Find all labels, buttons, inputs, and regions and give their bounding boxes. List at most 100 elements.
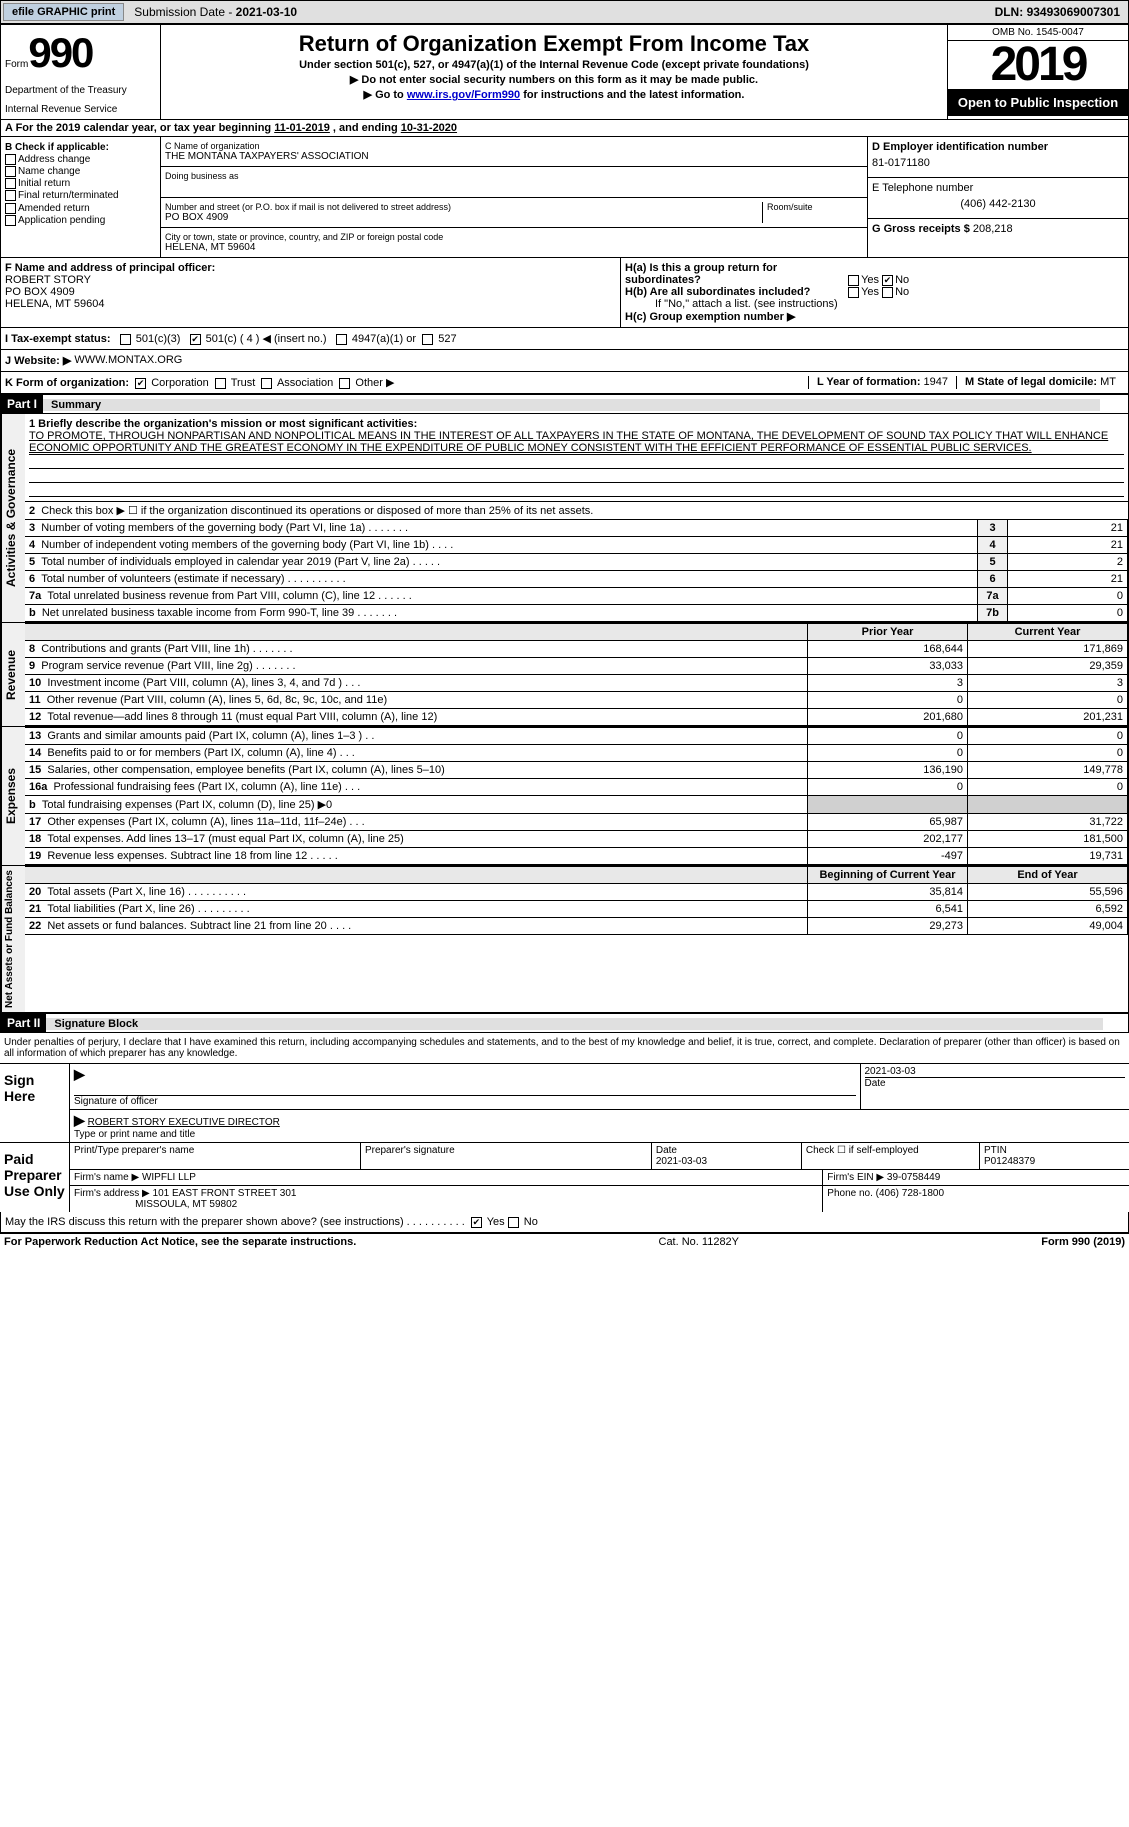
revenue-table: Prior YearCurrent Year8 Contributions an… [25, 623, 1128, 726]
cb-discuss-yes[interactable] [471, 1217, 482, 1228]
arrow-icon-2: ▶ [74, 1112, 85, 1128]
side-expenses: Expenses [1, 727, 25, 865]
cb-ha-yes[interactable] [848, 275, 859, 286]
city-label: City or town, state or province, country… [165, 232, 863, 242]
cb-discuss-no[interactable] [508, 1217, 519, 1228]
f-label: F Name and address of principal officer: [5, 262, 215, 274]
dept-irs: Internal Revenue Service [5, 104, 156, 115]
website: WWW.MONTAX.ORG [74, 354, 182, 367]
side-revenue: Revenue [1, 623, 25, 726]
cb-final[interactable] [5, 190, 16, 201]
cb-init[interactable] [5, 178, 16, 189]
phone-label: Phone no. [827, 1188, 875, 1199]
cb-amend[interactable] [5, 203, 16, 214]
form-word: Form [5, 59, 28, 70]
room-label: Room/suite [767, 202, 863, 212]
i-527: 527 [438, 333, 456, 345]
hc-label: H(c) Group exemption number ▶ [625, 311, 795, 323]
mission-text: TO PROMOTE, THROUGH NONPARTISAN AND NONP… [29, 430, 1124, 455]
part1-header: Part ISummary [0, 394, 1129, 414]
open-to-public: Open to Public Inspection [948, 89, 1128, 116]
sig-name: ROBERT STORY EXECUTIVE DIRECTOR [88, 1117, 280, 1128]
sub-date-value: 2021-03-10 [236, 5, 297, 19]
subtitle-1: Under section 501(c), 527, or 4947(a)(1)… [167, 59, 941, 71]
net-assets-table: Beginning of Current YearEnd of Year20 T… [25, 866, 1128, 935]
b-amend: Amended return [18, 203, 90, 214]
b-addr: Address change [18, 154, 90, 165]
mission-label: 1 Briefly describe the organization's mi… [29, 418, 417, 430]
period-mid: , and ending [330, 122, 401, 134]
cb-addr[interactable] [5, 154, 16, 165]
prep-name-label: Print/Type preparer's name [70, 1143, 361, 1169]
hb-note: If "No," attach a list. (see instruction… [625, 298, 1124, 310]
i-501c: 501(c) ( 4 ) ◀ (insert no.) [206, 333, 327, 345]
cb-other[interactable] [339, 378, 350, 389]
section-j: J Website: ▶ WWW.MONTAX.ORG [0, 350, 1129, 372]
gross-label: G Gross receipts $ [872, 223, 973, 235]
sig-date-label: Date [865, 1077, 1126, 1089]
ptin-label: PTIN [984, 1145, 1007, 1156]
mission-block: 1 Briefly describe the organization's mi… [25, 414, 1128, 501]
form-id-block: Form990 Department of the Treasury Inter… [1, 25, 161, 119]
j-label: J Website: ▶ [5, 354, 71, 367]
expenses-table: 13 Grants and similar amounts paid (Part… [25, 727, 1128, 865]
part2-header: Part IISignature Block [0, 1013, 1129, 1033]
mission-blank2 [29, 469, 1124, 483]
cb-4947[interactable] [336, 334, 347, 345]
cb-hb-yes[interactable] [848, 287, 859, 298]
firm-addr1: 101 EAST FRONT STREET 301 [153, 1188, 297, 1199]
firm-addr-label: Firm's address ▶ [74, 1188, 153, 1199]
dba-value [165, 181, 863, 193]
officer-name: ROBERT STORY [5, 274, 616, 286]
cb-hb-no[interactable] [882, 287, 893, 298]
tax-year: 2019 [948, 41, 1128, 89]
cb-501c[interactable] [190, 334, 201, 345]
period-row: A For the 2019 calendar year, or tax yea… [0, 120, 1129, 136]
section-b: B Check if applicable: Address change Na… [1, 137, 161, 257]
m-label: M State of legal domicile: [965, 376, 1100, 388]
discuss-text: May the IRS discuss this return with the… [5, 1216, 465, 1228]
cb-ha-no[interactable] [882, 275, 893, 286]
mission-blank3 [29, 483, 1124, 497]
discuss-row: May the IRS discuss this return with the… [0, 1212, 1129, 1233]
section-i: I Tax-exempt status: 501(c)(3) 501(c) ( … [0, 328, 1129, 350]
efile-button[interactable]: efile GRAPHIC print [3, 3, 124, 21]
self-employed: Check ☐ if self-employed [802, 1143, 980, 1169]
cb-name[interactable] [5, 166, 16, 177]
footer-left: For Paperwork Reduction Act Notice, see … [4, 1236, 356, 1248]
side-activities-governance: Activities & Governance [1, 414, 25, 622]
cb-app[interactable] [5, 215, 16, 226]
section-h: H(a) Is this a group return for subordin… [621, 258, 1128, 327]
paid-preparer-label: Paid Preparer Use Only [0, 1143, 70, 1212]
firm-ein: 39-0758449 [887, 1172, 940, 1183]
city-value: HELENA, MT 59604 [165, 242, 863, 253]
b-final: Final return/terminated [18, 191, 119, 202]
irs-link[interactable]: www.irs.gov/Form990 [407, 89, 520, 101]
street-value: PO BOX 4909 [165, 212, 762, 223]
prep-sig-label: Preparer's signature [361, 1143, 652, 1169]
main-title: Return of Organization Exempt From Incom… [167, 31, 941, 57]
ein-value: 81-0171180 [872, 153, 1124, 173]
part1-title: Summary [43, 399, 1100, 411]
prep-date-label: Date [656, 1145, 677, 1156]
cb-527[interactable] [422, 334, 433, 345]
b-name: Name change [18, 166, 80, 177]
c-name-label: C Name of organization [165, 141, 863, 151]
i-501c3: 501(c)(3) [136, 333, 181, 345]
b-label: B Check if applicable: [5, 142, 109, 153]
tel-label: E Telephone number [872, 182, 1124, 194]
m-value: MT [1100, 376, 1116, 388]
l-label: L Year of formation: [817, 376, 924, 388]
ha-label: H(a) Is this a group return for subordin… [625, 262, 845, 286]
dln-label: DLN: [995, 5, 1027, 19]
firm-name-label: Firm's name ▶ [74, 1172, 142, 1183]
footer-right: Form 990 (2019) [1041, 1236, 1125, 1248]
cb-trust[interactable] [215, 378, 226, 389]
section-k: K Form of organization: Corporation Trus… [0, 372, 1129, 394]
cb-501c3[interactable] [120, 334, 131, 345]
cb-assoc[interactable] [261, 378, 272, 389]
sub3-suffix: for instructions and the latest informat… [520, 89, 744, 101]
cb-corp[interactable] [135, 378, 146, 389]
gross-value: 208,218 [973, 223, 1013, 235]
sub3-prefix: ▶ Go to [364, 89, 407, 101]
